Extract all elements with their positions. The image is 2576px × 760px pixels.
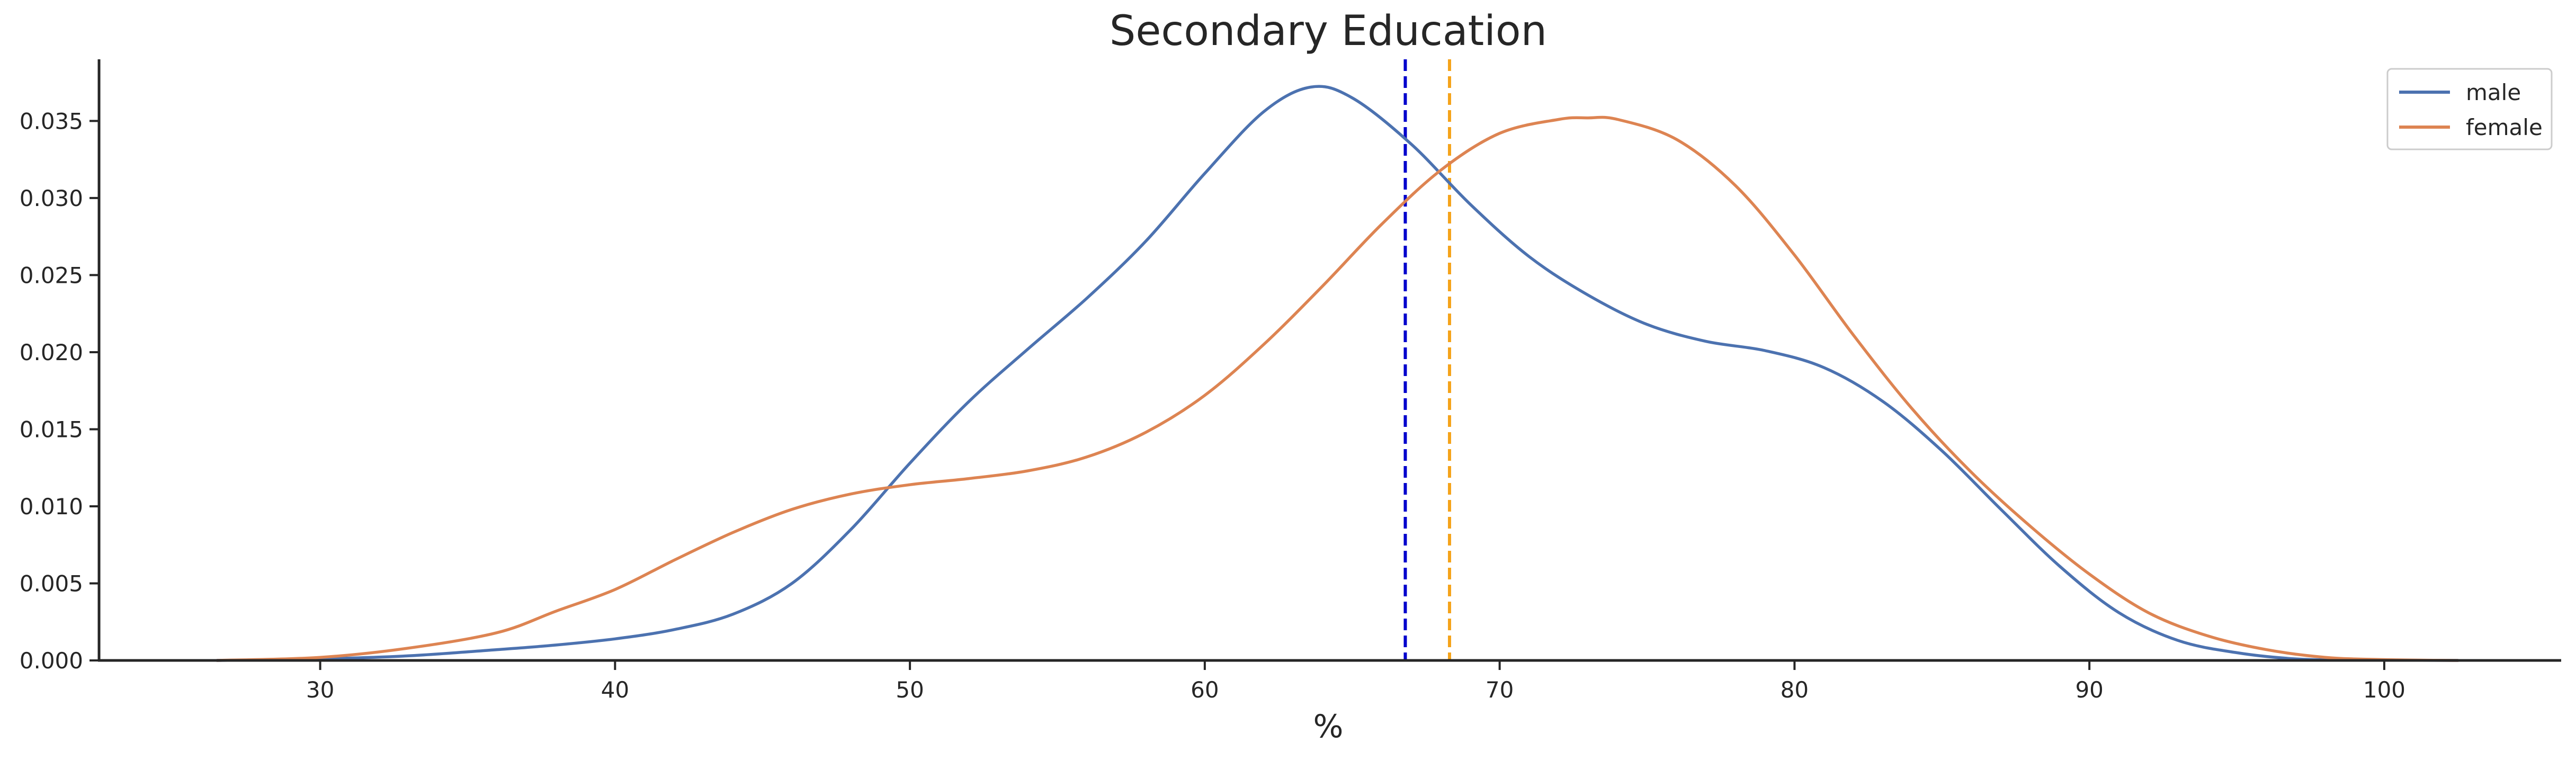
axes	[97, 59, 2561, 662]
x-tick-label: 80	[1781, 677, 1809, 703]
x-ticks: 30 40 50 60 70 80 90 100	[306, 660, 2405, 703]
y-tick-label: 0.030	[20, 185, 83, 211]
legend-frame	[2386, 68, 2553, 150]
x-tick-label: 90	[2075, 677, 2103, 703]
x-tick-label: 70	[1486, 677, 1514, 703]
x-tick-label: 50	[896, 677, 924, 703]
y-tick-label: 0.005	[20, 570, 83, 596]
series-lines	[215, 85, 2459, 662]
y-tick-label: 0.015	[20, 416, 83, 442]
y-tick-label: 0.000	[20, 648, 83, 674]
y-tick-label: 0.010	[20, 494, 83, 520]
x-tick-label: 60	[1191, 677, 1219, 703]
series-line-female	[215, 115, 2459, 662]
x-tick-label: 30	[306, 677, 334, 703]
y-tick-label: 0.025	[20, 262, 83, 288]
series-line-male	[215, 85, 2459, 662]
legend-label-male: male	[2466, 79, 2521, 105]
chart-title: Secondary Education	[1110, 7, 1547, 55]
legend-label-female: female	[2466, 114, 2543, 140]
x-tick-label: 100	[2363, 677, 2405, 703]
reference-lines	[1403, 59, 1451, 660]
legend: male female	[2386, 68, 2553, 150]
x-tick-label: 40	[601, 677, 629, 703]
y-ticks: 0.000 0.005 0.010 0.015 0.020 0.025 0.030 0.035	[20, 108, 99, 674]
y-tick-label: 0.020	[20, 339, 83, 365]
x-axis-label: %	[1313, 708, 1343, 745]
y-tick-label: 0.035	[20, 108, 83, 134]
